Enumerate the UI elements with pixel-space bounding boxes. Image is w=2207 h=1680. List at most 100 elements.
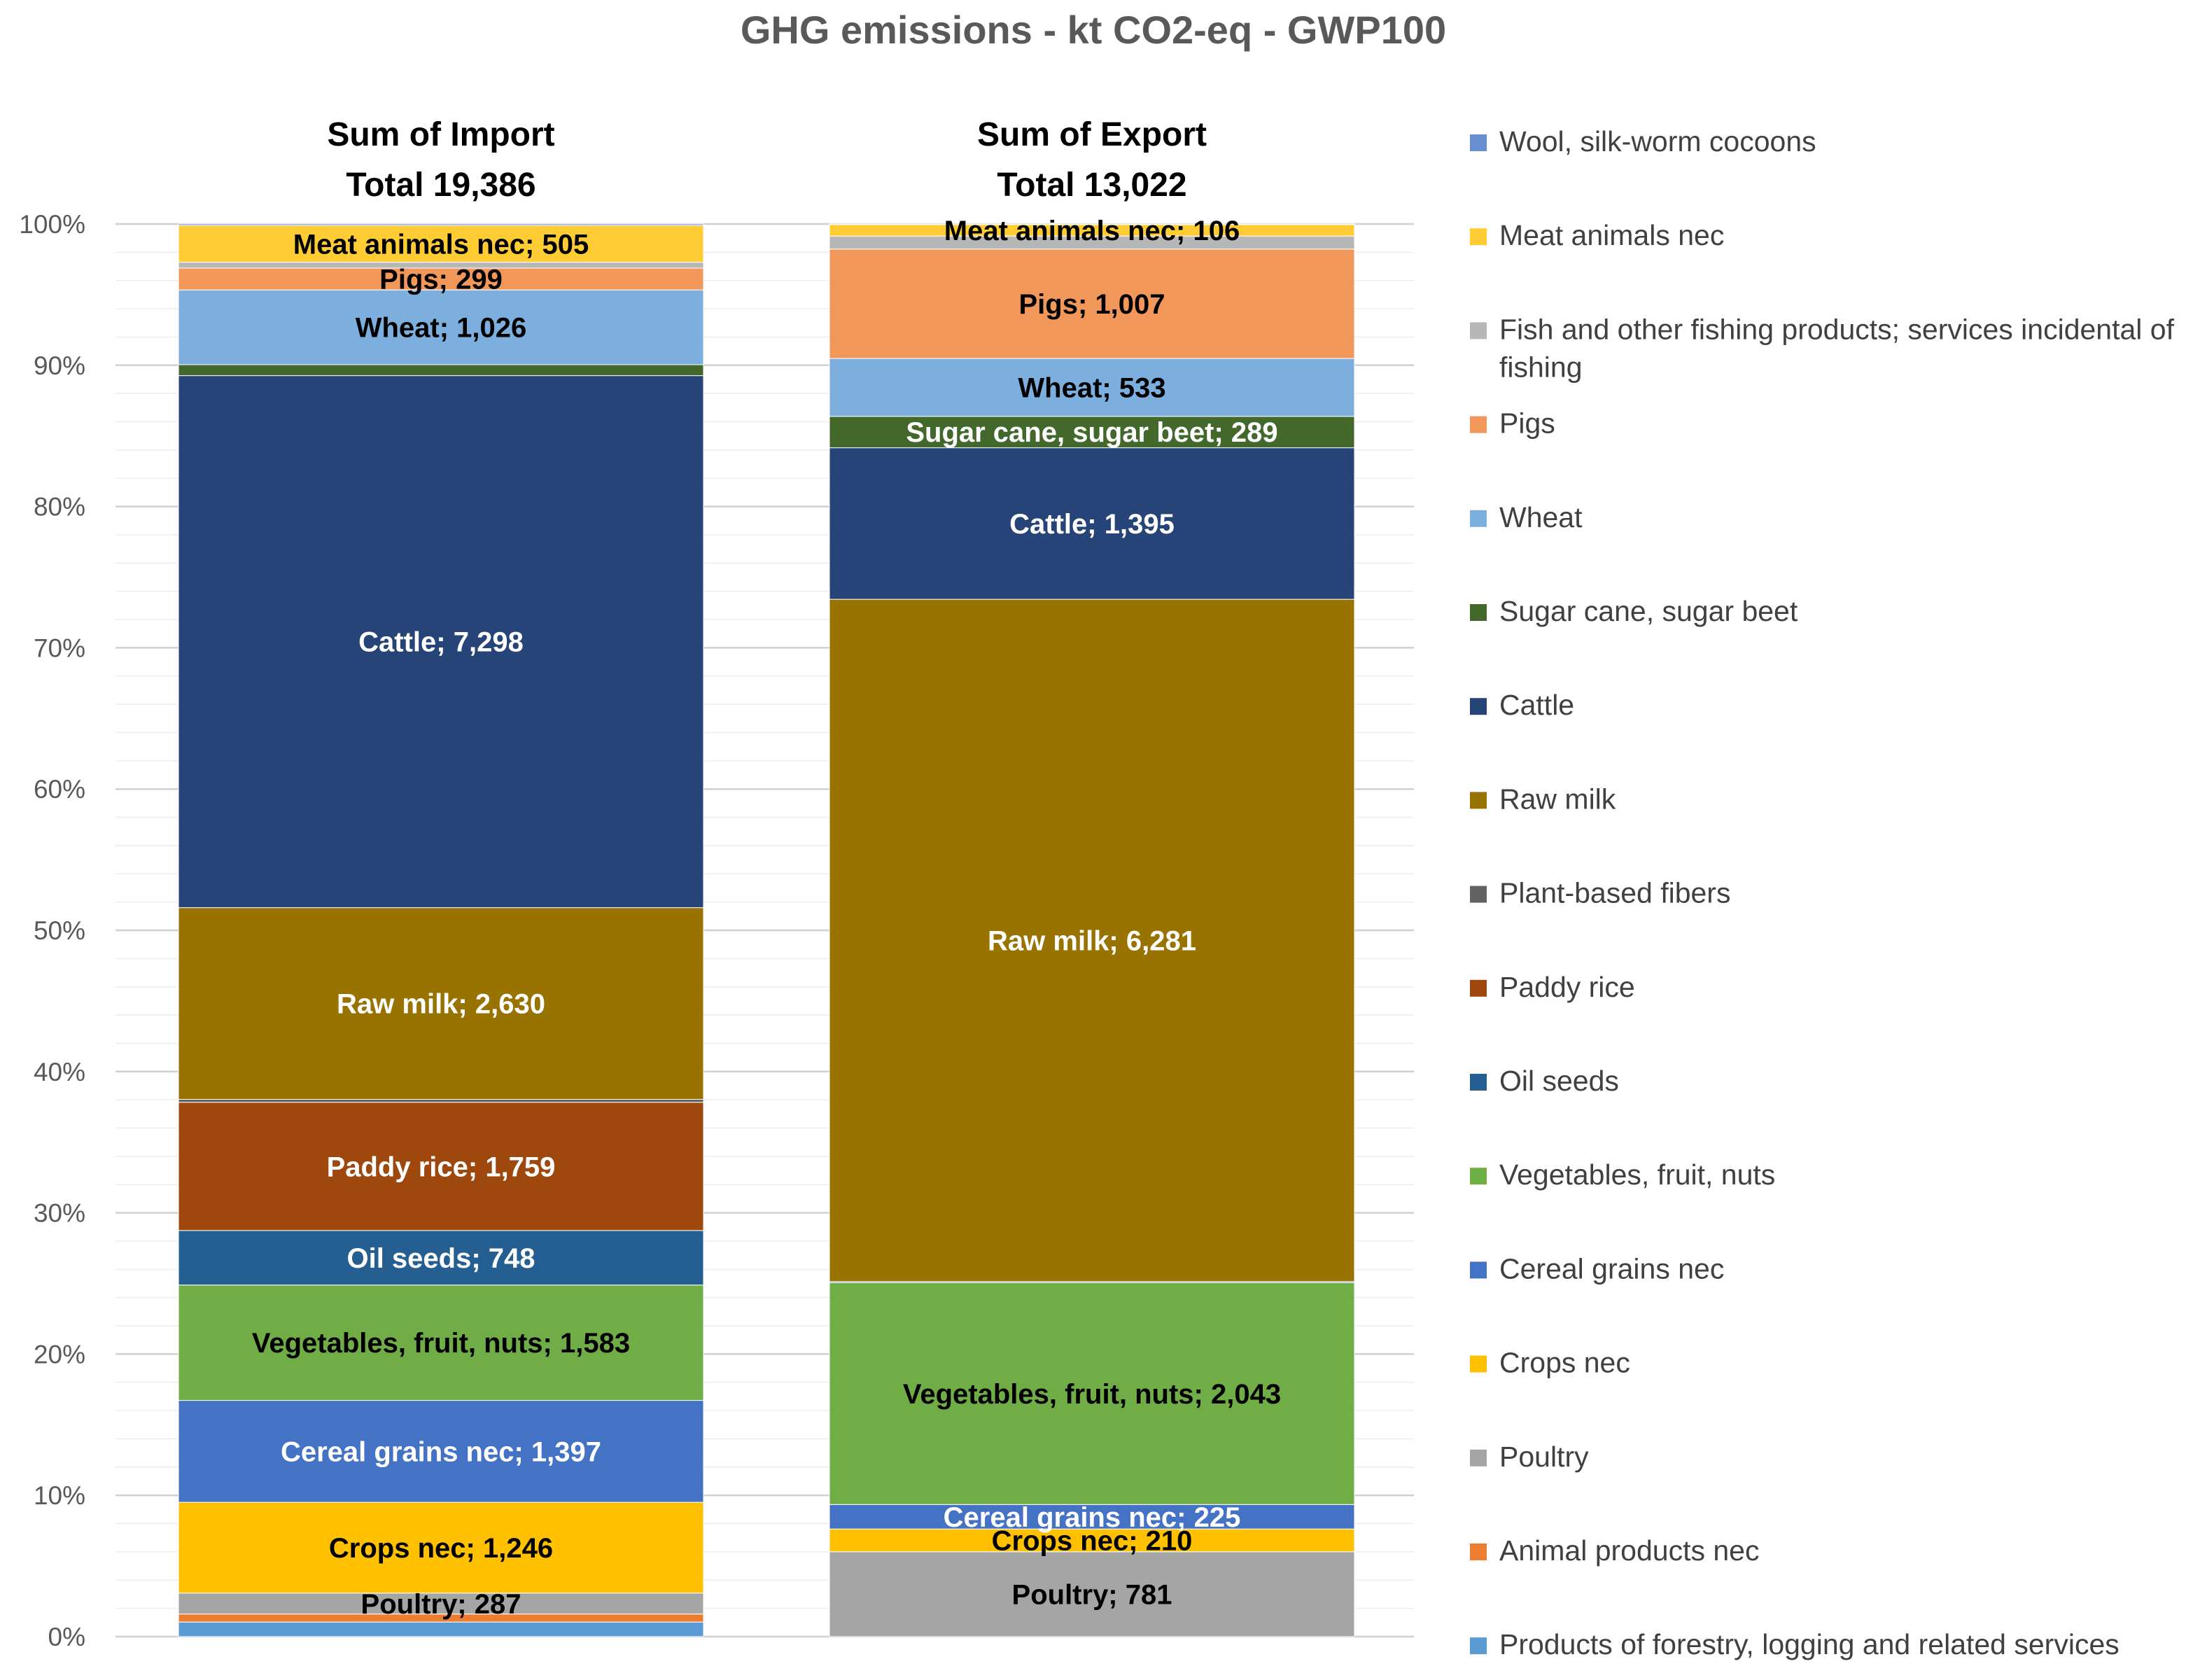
legend-item: Fish and other fishing products; service… [1470,313,2175,383]
data-label: Vegetables, fruit, nuts; 1,583 [252,1328,630,1359]
legend-swatch [1470,322,1487,340]
legend-label-continued: fishing [1499,351,1583,383]
data-labels: Poultry; 287 Crops nec; 1,246 Cereal grain… [252,216,1281,1620]
bar-heading: Sum of Import [327,116,554,153]
y-tick-label: 50% [34,916,85,945]
data-label: Cattle; 7,298 [358,627,524,658]
bar-segment [178,1592,704,1615]
data-label: Cereal grains nec; 225 [944,1502,1241,1533]
legend-label: Sugar cane, sugar beet [1499,595,1798,627]
data-label: Sugar cane, sugar beet; 289 [906,417,1277,448]
legend-item: Raw milk [1470,783,1616,815]
y-tick-label: 10% [34,1481,85,1510]
legend-item: Vegetables, fruit, nuts [1470,1158,1775,1191]
chart-title: GHG emissions - kt CO2-eq - GWP100 [741,8,1446,52]
bar-segment [178,289,704,365]
data-label: Pigs; 299 [379,265,503,295]
bars [178,223,1355,1637]
legend-item: Plant-based fibers [1470,877,1730,909]
data-label: Pigs; 1,007 [1018,289,1165,320]
legend-swatch [1470,604,1487,621]
legend-swatch [1470,698,1487,715]
legend-item: Paddy rice [1470,971,1635,1003]
y-tick-label: 70% [34,634,85,662]
data-label: Meat animals nec; 106 [944,216,1240,246]
legend-swatch [1470,1637,1487,1655]
data-label: Raw milk; 2,630 [337,989,545,1020]
bar-segment [178,1230,704,1286]
y-tick-label: 0% [48,1623,85,1651]
legend-label: Wheat [1499,501,1583,533]
legend-label: Plant-based fibers [1499,877,1730,909]
legend-item: Wheat [1470,501,1583,533]
legend-swatch [1470,416,1487,433]
legend-swatch [1470,792,1487,809]
legend-swatch [1470,1261,1487,1279]
legend-swatch [1470,134,1487,151]
y-tick-label: 40% [34,1058,85,1086]
legend-item: Poultry [1470,1441,1589,1473]
legend-label: Wool, silk-worm cocoons [1499,125,1816,158]
bar-segment [178,375,704,909]
legend-swatch [1470,1449,1487,1466]
bar-headings: Sum of Import Total 19,386 Sum of Export To… [327,116,1207,204]
legend-swatch [1470,228,1487,246]
legend-label: Vegetables, fruit, nuts [1499,1158,1775,1191]
bar-heading: Sum of Export [977,116,1207,153]
bar-segment [178,223,704,226]
legend-label: Raw milk [1499,783,1616,815]
legend-label: Crops nec [1499,1347,1630,1379]
legend: Wool, silk-worm cocoons Meat animals nec F… [1470,125,2175,1660]
bar-segment [829,416,1355,449]
legend-item: Sugar cane, sugar beet [1470,595,1798,627]
legend-item: Crops nec [1470,1347,1630,1379]
y-tick-label: 60% [34,775,85,804]
bar-segment [178,907,704,1100]
data-label: Paddy rice; 1,759 [327,1152,556,1182]
data-label: Crops nec; 1,246 [329,1533,553,1564]
bar-segment [178,1098,704,1103]
legend-item: Animal products nec [1470,1534,1759,1567]
legend-label: Pigs [1499,407,1555,440]
legend-swatch [1470,1544,1487,1560]
legend-swatch [1470,979,1487,997]
bar-segment [829,1282,1355,1505]
legend-item: Oil seeds [1470,1065,1619,1097]
legend-item: Wool, silk-worm cocoons [1470,125,1816,158]
bar-segment [178,225,704,263]
legend-swatch [1470,1168,1487,1185]
data-label: Vegetables, fruit, nuts; 2,043 [903,1379,1281,1410]
bar-segment [178,1621,704,1637]
bar-segment [829,598,1355,1282]
legend-swatch [1470,886,1487,903]
legend-label: Meat animals nec [1499,219,1724,251]
bar-segment [829,248,1355,359]
legend-swatch [1470,1074,1487,1091]
bar-segment [178,364,704,377]
legend-item: Pigs [1470,407,1555,440]
legend-label: Fish and other fishing products; service… [1499,313,2175,345]
legend-item: Meat animals nec [1470,219,1724,251]
data-label: Wheat; 1,026 [356,313,527,344]
legend-item: Cattle [1470,689,1574,721]
bar-total: Total 19,386 [346,167,535,204]
legend-swatch [1470,510,1487,527]
data-label: Cattle; 1,395 [1009,509,1175,540]
legend-label: Paddy rice [1499,971,1635,1003]
legend-item: Cereal grains nec [1470,1252,1724,1284]
data-label: Raw milk; 6,281 [988,925,1196,956]
legend-label: Products of forestry, logging and relate… [1499,1628,2120,1660]
data-label: Oil seeds; 748 [346,1243,535,1274]
y-tick-label: 20% [34,1340,85,1368]
bar-segment [829,1551,1355,1637]
y-tick-label: 80% [34,493,85,522]
bar-segment [829,358,1355,417]
legend-label: Cereal grains nec [1499,1252,1724,1284]
legend-swatch [1470,1355,1487,1373]
data-label: Crops nec; 210 [992,1526,1193,1557]
bar-total: Total 13,022 [997,167,1186,204]
data-label: Poultry; 781 [1012,1579,1172,1610]
bar-segment [178,1502,704,1594]
y-tick-label: 90% [34,351,85,380]
